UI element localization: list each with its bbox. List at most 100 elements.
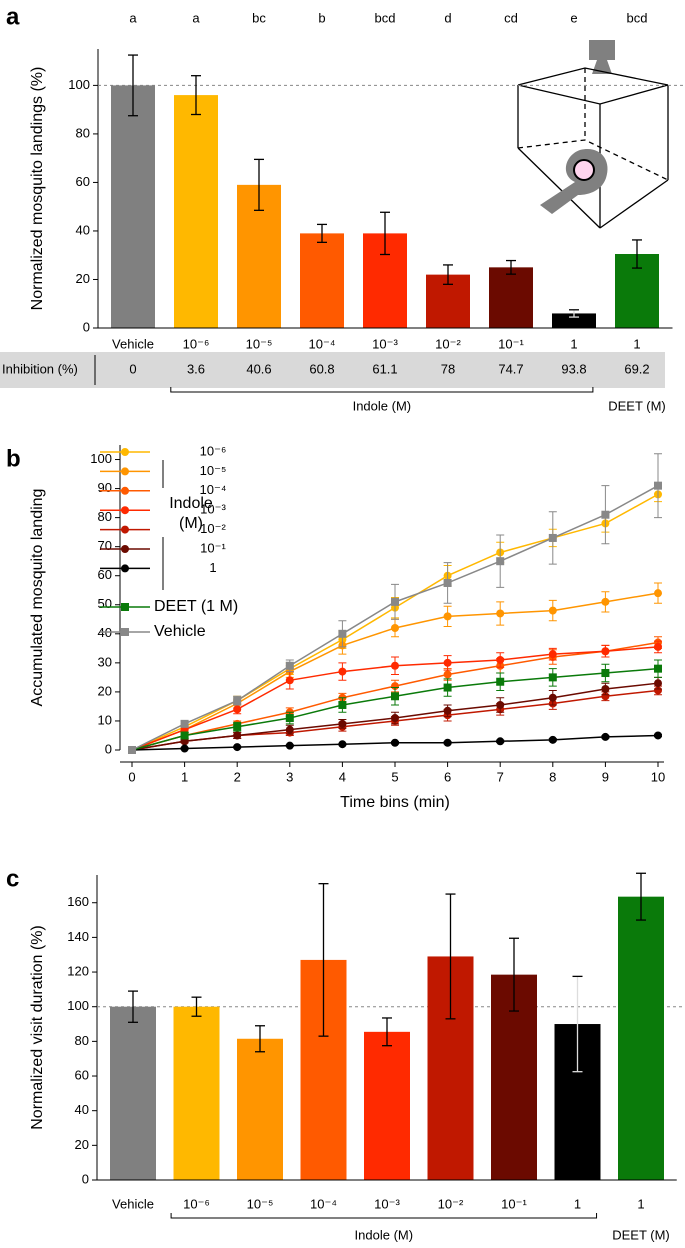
table-value: 93.8 [561,361,586,376]
error-bar [317,223,327,244]
marker [391,714,399,723]
marker [654,664,662,673]
marker [391,624,399,632]
marker [443,706,452,715]
y-tick-label: 20 [76,271,90,286]
marker [338,667,347,676]
panel-label: a [6,3,20,30]
marker [180,731,189,740]
marker [285,725,294,734]
error-bar [380,211,390,256]
marker [496,609,505,618]
legend-label: 1 [209,560,216,575]
y-tick-label: 100 [90,451,112,466]
y-tick-label: 10 [98,712,112,727]
setup-illustration [517,40,669,229]
y-tick-label: 70 [98,538,112,553]
marker [496,677,505,686]
bar [237,1038,283,1180]
panel-label: c [6,865,19,892]
y-tick-label: 0 [82,1171,89,1186]
marker [496,737,505,746]
y-tick-label: 0 [83,319,90,334]
marker [285,741,294,750]
category-label: 10⁻¹ [501,1196,527,1211]
marker [391,597,399,606]
marker [285,661,294,670]
x-tick-label: 3 [286,769,293,784]
error-bar [128,990,138,1023]
error-bar [443,264,453,285]
bar [552,313,596,328]
category-label: 10⁻⁶ [183,1196,210,1211]
error-bar [254,158,264,211]
table-value: 78 [441,361,455,376]
y-tick-label: 100 [67,998,89,1013]
marker [443,670,452,679]
category-label: 1 [570,336,577,351]
category-label: 10⁻⁶ [183,336,210,351]
significance-letter: a [192,10,200,25]
y-tick-label: 60 [76,174,90,189]
error-bar [569,309,579,318]
significance-letter: b [318,10,325,25]
legend-label: 10⁻⁴ [200,482,227,497]
y-tick-label: 90 [98,480,112,495]
significance-letter: d [444,10,451,25]
y-tick-label: 80 [98,509,112,524]
error-bar [445,893,456,1020]
marker [128,746,136,754]
legend-marker [121,564,129,573]
x-tick-label: 5 [391,769,398,784]
marker [654,481,662,490]
x-tick-label: 4 [339,769,346,784]
category-label: 10⁻² [438,1196,464,1211]
legend-marker [121,506,129,515]
marker [391,682,399,691]
y-tick-label: 140 [67,929,89,944]
category-label: 10⁻⁴ [310,1196,337,1211]
marker [548,650,557,659]
significance-letter: bcd [627,10,648,25]
legend-marker [121,448,129,456]
bar [300,233,344,328]
x-axis-label: Time bins (min) [340,794,450,811]
y-tick-label: 40 [75,1102,89,1117]
category-label: Vehicle [112,1196,154,1211]
marker [601,647,610,656]
x-tick-label: 2 [234,769,241,784]
marker [391,661,399,670]
marker [338,719,347,728]
marker [496,700,505,709]
category-label: 10⁻³ [372,336,398,351]
y-axis-label: Normalized mosquito landings (%) [29,67,46,311]
legend-label: 10⁻¹ [200,540,226,555]
error-bar [636,872,646,921]
legend-label: DEET (1 M) [154,598,238,615]
category-label: 1 [637,1196,644,1211]
y-tick-label: 80 [75,1033,89,1048]
marker [548,533,557,542]
marker [391,738,399,747]
bar [111,85,155,329]
table-value: 40.6 [246,361,271,376]
significance-letter: bcd [375,10,396,25]
marker [180,719,189,728]
y-axis-label: Accumulated mosquito landing [29,489,46,707]
category-label: 1 [633,336,640,351]
legend-group-label: Indole [169,495,213,512]
category-label: 10⁻⁴ [309,336,336,351]
legend-marker [121,603,129,611]
significance-letter: a [129,10,137,25]
legend-marker [121,628,129,636]
y-tick-label: 60 [98,567,112,582]
category-label: 1 [574,1196,581,1211]
significance-letter: bc [252,10,266,25]
category-label: 10⁻⁵ [246,336,273,351]
marker [443,612,452,621]
category-label: 10⁻² [435,336,461,351]
marker [601,510,610,519]
y-tick-label: 60 [75,1067,89,1082]
marker [654,679,662,688]
legend-label: 10⁻⁶ [200,443,227,458]
